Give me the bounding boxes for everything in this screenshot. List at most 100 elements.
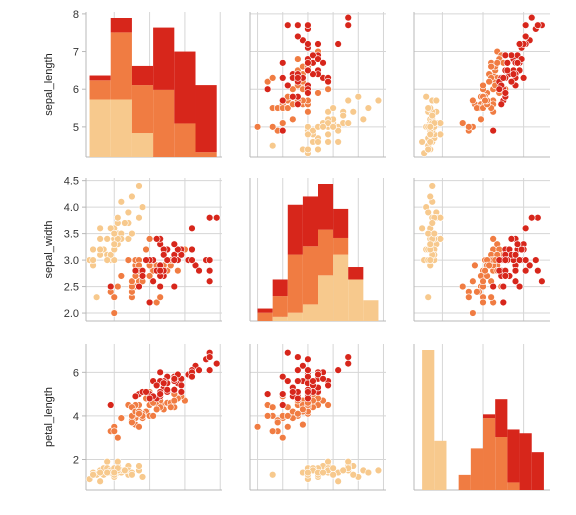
scatter-point xyxy=(349,108,357,116)
scatter-point xyxy=(428,219,436,227)
scatter-point xyxy=(304,145,312,154)
scatter-point xyxy=(501,89,510,97)
histogram-bar xyxy=(131,65,154,86)
scatter-point xyxy=(177,251,186,259)
scatter-point xyxy=(114,457,122,466)
scatter-point xyxy=(515,40,524,48)
scatter-point xyxy=(188,245,196,254)
scatter-point xyxy=(152,405,161,414)
scatter-point xyxy=(289,388,297,396)
scatter-point xyxy=(279,119,287,127)
scatter-point xyxy=(501,256,510,264)
y-tick-label: 8 xyxy=(73,9,79,21)
scatter-point xyxy=(121,466,129,475)
scatter-point xyxy=(511,266,520,275)
scatter-point xyxy=(499,74,508,82)
scatter-point xyxy=(329,104,337,112)
histogram-bar xyxy=(302,246,318,305)
scatter-point xyxy=(424,104,432,112)
histogram-bar xyxy=(507,482,520,490)
scatter-point xyxy=(507,77,516,86)
scatter-point xyxy=(110,229,118,238)
scatter-point xyxy=(96,224,104,233)
scatter-point xyxy=(263,77,272,86)
scatter-point xyxy=(334,40,342,48)
scatter-point xyxy=(128,229,136,238)
scatter-point xyxy=(517,245,526,254)
histogram-bar xyxy=(470,448,484,490)
scatter-point xyxy=(477,115,485,124)
histogram-bar xyxy=(89,75,111,81)
scatter-point xyxy=(424,229,432,238)
scatter-point xyxy=(364,468,373,477)
scatter-point xyxy=(359,115,368,124)
scatter-point xyxy=(131,266,140,275)
scatter-point xyxy=(503,59,512,67)
scatter-point xyxy=(142,388,150,396)
scatter-point xyxy=(304,130,312,139)
scatter-point xyxy=(294,366,302,374)
scatter-point xyxy=(284,349,292,357)
y-axis-label: sepal_length xyxy=(43,53,55,115)
scatter-point xyxy=(334,477,342,485)
scatter-point xyxy=(89,256,97,264)
scatter-point xyxy=(532,256,540,264)
scatter-point xyxy=(519,74,528,82)
scatter-point xyxy=(274,418,282,427)
scatter-point xyxy=(426,130,434,139)
scatter-point xyxy=(426,123,434,131)
scatter-point xyxy=(432,96,441,105)
scatter-point xyxy=(268,123,277,131)
scatter-point xyxy=(304,468,312,477)
scatter-point xyxy=(499,298,508,307)
scatter-point xyxy=(279,96,287,105)
scatter-point xyxy=(284,423,292,431)
scatter-point xyxy=(459,119,467,127)
y-tick-label: 4 xyxy=(73,411,79,423)
histogram-bar xyxy=(434,440,447,490)
scatter-point xyxy=(114,282,122,291)
scatter-point xyxy=(156,390,164,398)
scatter-point xyxy=(107,251,115,259)
histogram-bar xyxy=(110,18,132,33)
scatter-point xyxy=(304,366,312,374)
scatter-point xyxy=(110,468,118,477)
scatter-point xyxy=(177,381,186,390)
scatter-point xyxy=(489,126,497,135)
scatter-point xyxy=(195,266,203,275)
histogram-bar xyxy=(363,300,379,321)
scatter-point xyxy=(110,427,118,435)
scatter-point xyxy=(156,266,164,275)
scatter-point xyxy=(284,412,292,420)
histogram-bar xyxy=(422,350,435,490)
scatter-point xyxy=(284,104,292,112)
scatter-point xyxy=(114,235,122,243)
scatter-point xyxy=(135,282,143,291)
scatter-point xyxy=(324,138,332,146)
scatter-point xyxy=(160,251,168,259)
scatter-point xyxy=(304,123,312,131)
scatter-point xyxy=(503,66,512,75)
scatter-point xyxy=(268,74,277,82)
scatter-point xyxy=(511,277,520,285)
scatter-point xyxy=(124,235,133,243)
scatter-point xyxy=(170,240,179,248)
scatter-point xyxy=(465,293,473,301)
scatter-point xyxy=(89,245,97,254)
scatter-point xyxy=(436,130,445,139)
scatter-point xyxy=(344,457,352,466)
scatter-point xyxy=(135,182,143,190)
scatter-point xyxy=(309,51,317,60)
scatter-point xyxy=(160,379,168,387)
y-axis-label: petal_length xyxy=(43,387,55,447)
scatter-point xyxy=(294,21,302,29)
histogram-bar xyxy=(287,312,303,321)
histogram-bar xyxy=(287,254,303,313)
scatter-point xyxy=(526,261,534,270)
histogram-bar xyxy=(483,418,496,490)
y-tick-label: 5 xyxy=(73,122,79,134)
scatter-point xyxy=(479,298,487,307)
scatter-point xyxy=(205,214,214,222)
scatter-point xyxy=(319,123,327,131)
